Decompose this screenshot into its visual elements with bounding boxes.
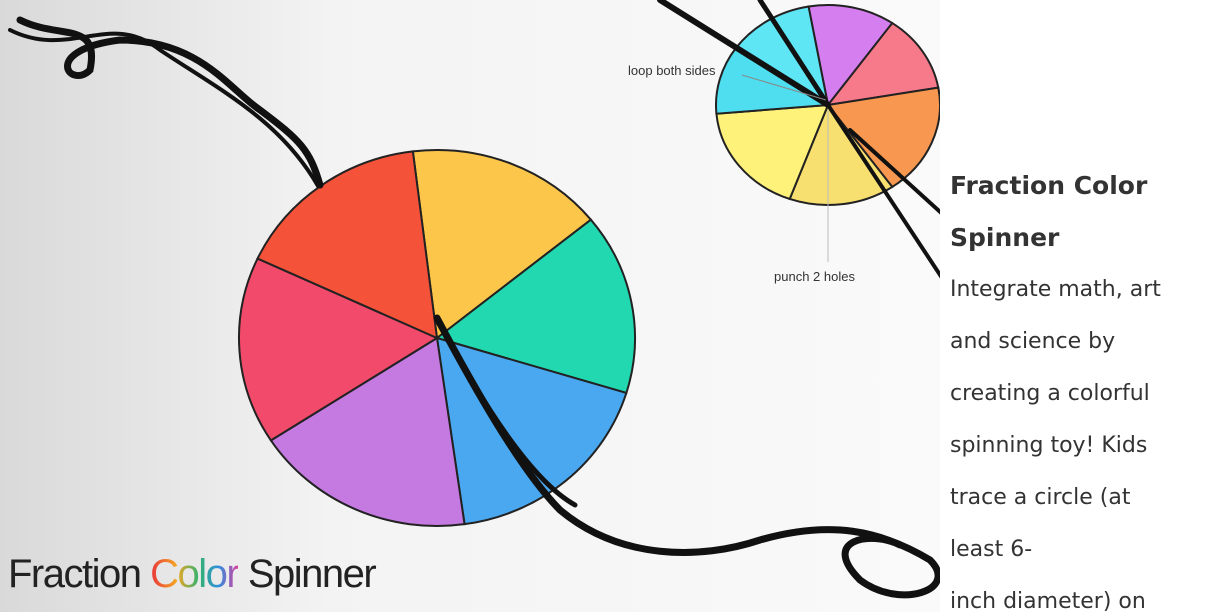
big-wheel: [239, 150, 635, 526]
article-heading: Spinner: [950, 212, 1217, 264]
article-text: least 6-: [950, 524, 1217, 576]
article-text: Integrate math, art: [950, 264, 1217, 316]
article-text: spinning toy! Kids: [950, 420, 1217, 472]
logo-word: Fraction: [8, 552, 141, 596]
logo: Fraction Color Spinner: [8, 552, 375, 597]
spinner-photo: loop both sides punch 2 holes: [0, 0, 940, 612]
article-text: trace a circle (at: [950, 472, 1217, 524]
annotation: punch 2 holes: [774, 269, 855, 284]
page: loop both sides punch 2 holes Fraction C…: [0, 0, 1217, 612]
article-text: and science by: [950, 316, 1217, 368]
logo-word: Spinner: [248, 552, 375, 596]
article-text: inch diameter) on: [950, 576, 1217, 612]
article-heading: Fraction Color: [950, 160, 1217, 212]
logo-word: Color: [150, 552, 238, 596]
annotation: loop both sides: [628, 63, 716, 78]
article-text: creating a colorful: [950, 368, 1217, 420]
